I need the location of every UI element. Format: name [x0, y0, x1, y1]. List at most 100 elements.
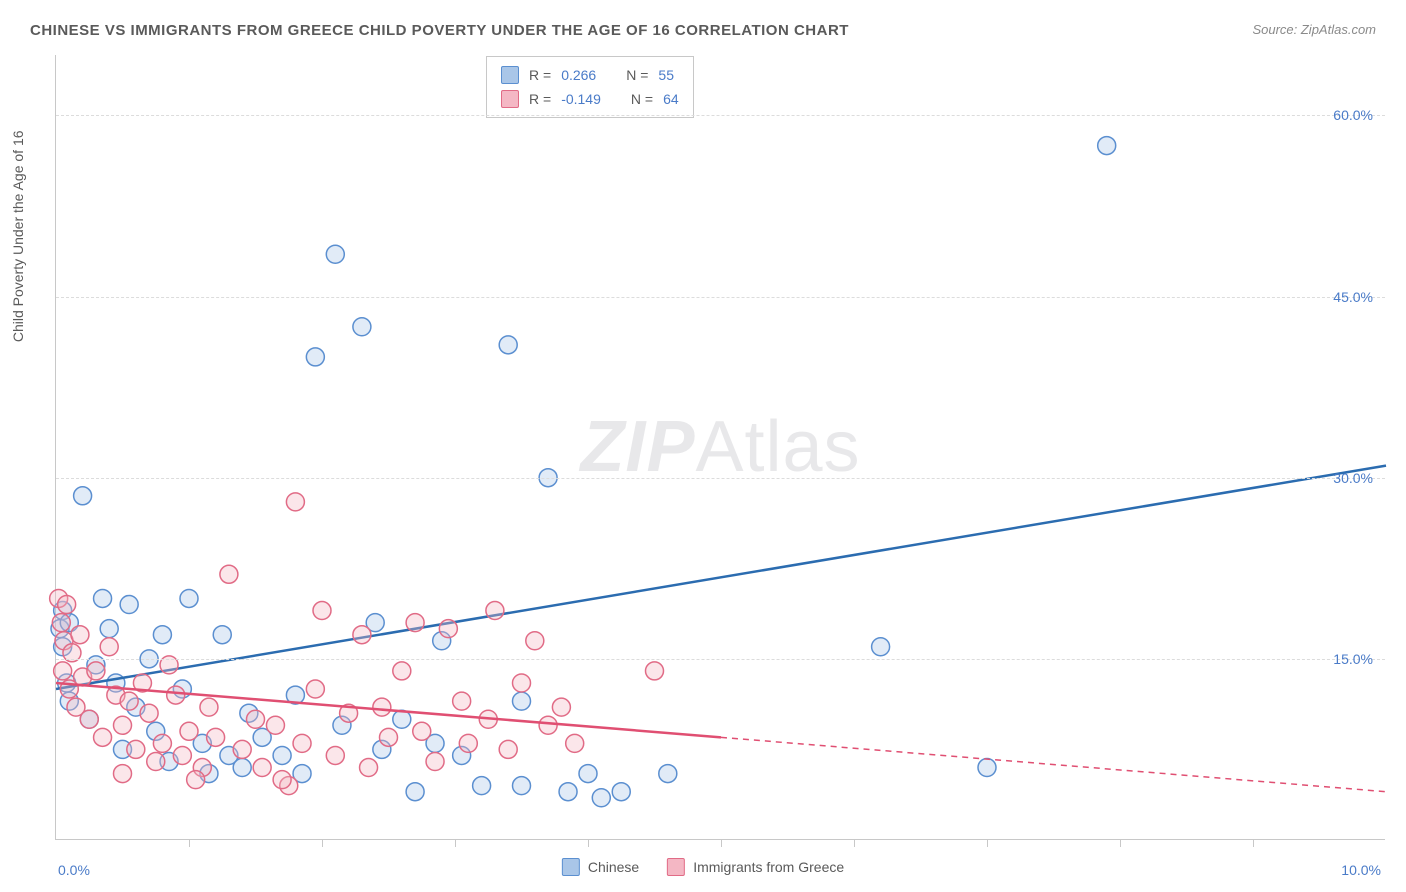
- x-tick: [1120, 839, 1121, 847]
- gridline: [56, 297, 1385, 298]
- data-point: [360, 759, 378, 777]
- data-point: [127, 740, 145, 758]
- data-point: [247, 710, 265, 728]
- data-point: [539, 716, 557, 734]
- legend-item-chinese: Chinese: [562, 858, 639, 876]
- data-point: [94, 589, 112, 607]
- x-tick: [854, 839, 855, 847]
- data-point: [326, 245, 344, 263]
- x-tick: [987, 839, 988, 847]
- data-point: [153, 626, 171, 644]
- data-point: [94, 728, 112, 746]
- data-point: [978, 759, 996, 777]
- data-point: [872, 638, 890, 656]
- data-point: [453, 692, 471, 710]
- data-point: [220, 565, 238, 583]
- legend-label-greece: Immigrants from Greece: [693, 859, 844, 875]
- series-legend: Chinese Immigrants from Greece: [562, 858, 844, 876]
- data-point: [459, 734, 477, 752]
- trend-line: [56, 466, 1386, 689]
- data-point: [80, 710, 98, 728]
- data-point: [58, 596, 76, 614]
- data-point: [233, 759, 251, 777]
- data-point: [326, 746, 344, 764]
- data-point: [54, 662, 72, 680]
- data-point: [526, 632, 544, 650]
- data-point: [74, 487, 92, 505]
- swatch-chinese-icon: [562, 858, 580, 876]
- data-point: [499, 740, 517, 758]
- data-point: [659, 765, 677, 783]
- data-point: [120, 596, 138, 614]
- y-tick-label: 45.0%: [1333, 289, 1373, 305]
- data-point: [114, 765, 132, 783]
- data-point: [499, 336, 517, 354]
- x-tick: [322, 839, 323, 847]
- data-point: [413, 722, 431, 740]
- gridline: [56, 478, 1385, 479]
- data-point: [552, 698, 570, 716]
- data-point: [306, 680, 324, 698]
- data-point: [253, 759, 271, 777]
- data-point: [579, 765, 597, 783]
- y-tick-label: 30.0%: [1333, 470, 1373, 486]
- data-point: [486, 602, 504, 620]
- data-point: [306, 348, 324, 366]
- data-point: [52, 614, 70, 632]
- data-point: [513, 777, 531, 795]
- data-point: [406, 783, 424, 801]
- data-point: [513, 692, 531, 710]
- data-point: [167, 686, 185, 704]
- x-tick: [588, 839, 589, 847]
- data-point: [140, 704, 158, 722]
- y-tick-label: 60.0%: [1333, 107, 1373, 123]
- data-point: [266, 716, 284, 734]
- data-point: [473, 777, 491, 795]
- y-axis-label: Child Poverty Under the Age of 16: [10, 130, 26, 342]
- gridline: [56, 659, 1385, 660]
- x-tick: [189, 839, 190, 847]
- scatter-svg: [56, 55, 1385, 839]
- data-point: [180, 722, 198, 740]
- data-point: [200, 698, 218, 716]
- data-point: [353, 626, 371, 644]
- data-point: [100, 620, 118, 638]
- data-point: [426, 753, 444, 771]
- data-point: [114, 716, 132, 734]
- data-point: [180, 589, 198, 607]
- data-point: [406, 614, 424, 632]
- data-point: [286, 493, 304, 511]
- data-point: [213, 626, 231, 644]
- chart-plot-area: ZIPAtlas R = 0.266 N = 55 R = -0.149 N =…: [55, 55, 1385, 840]
- data-point: [147, 753, 165, 771]
- trend-line-extrapolated: [721, 737, 1386, 791]
- data-point: [71, 626, 89, 644]
- data-point: [153, 734, 171, 752]
- x-axis-end-label: 10.0%: [1341, 862, 1381, 878]
- data-point: [380, 728, 398, 746]
- y-tick-label: 15.0%: [1333, 651, 1373, 667]
- data-point: [393, 662, 411, 680]
- chart-title: CHINESE VS IMMIGRANTS FROM GREECE CHILD …: [30, 22, 849, 39]
- gridline: [56, 115, 1385, 116]
- data-point: [646, 662, 664, 680]
- legend-label-chinese: Chinese: [588, 859, 639, 875]
- data-point: [1098, 137, 1116, 155]
- data-point: [273, 771, 291, 789]
- data-point: [612, 783, 630, 801]
- legend-item-greece: Immigrants from Greece: [667, 858, 844, 876]
- data-point: [373, 698, 391, 716]
- data-point: [353, 318, 371, 336]
- data-point: [513, 674, 531, 692]
- data-point: [439, 620, 457, 638]
- data-point: [293, 734, 311, 752]
- data-point: [566, 734, 584, 752]
- swatch-greece-icon: [667, 858, 685, 876]
- x-axis-start-label: 0.0%: [58, 862, 90, 878]
- data-point: [207, 728, 225, 746]
- x-tick: [455, 839, 456, 847]
- data-point: [233, 740, 251, 758]
- source-attribution: Source: ZipAtlas.com: [1252, 22, 1376, 37]
- data-point: [592, 789, 610, 807]
- data-point: [187, 771, 205, 789]
